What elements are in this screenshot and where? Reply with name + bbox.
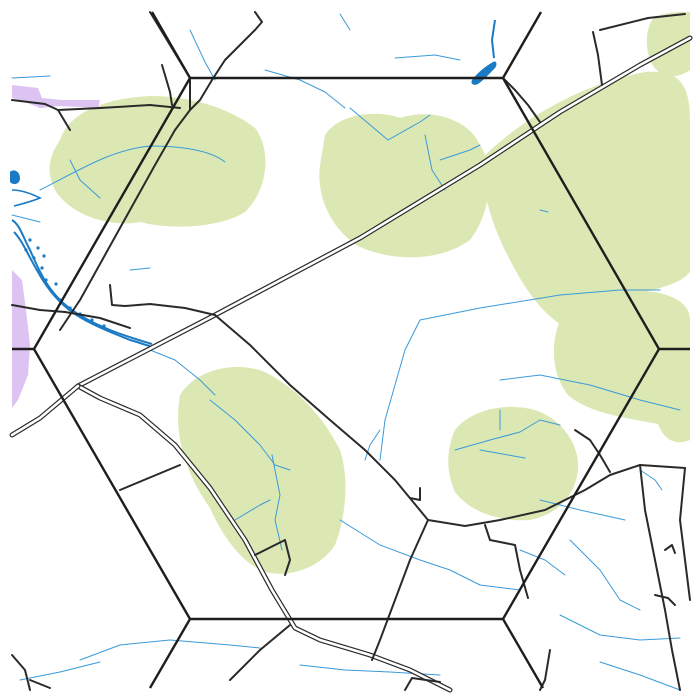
road-north-west xyxy=(59,11,191,331)
road-central xyxy=(214,314,429,521)
stream xyxy=(11,75,51,79)
stream xyxy=(129,267,151,271)
road-east xyxy=(427,464,686,527)
stream xyxy=(569,539,641,611)
forest-layer xyxy=(49,11,690,574)
stream xyxy=(599,661,681,691)
restricted-area-north xyxy=(12,85,100,108)
road-bottom-mid xyxy=(404,677,441,691)
road-southwest-spur xyxy=(119,464,181,491)
stream xyxy=(69,159,101,199)
road-south-west xyxy=(229,624,291,681)
road-north-stem xyxy=(189,11,263,111)
stream xyxy=(79,639,261,661)
stream xyxy=(19,661,101,681)
stream xyxy=(364,429,381,461)
stream xyxy=(539,209,549,213)
stream xyxy=(454,419,561,451)
road-central-spur xyxy=(409,487,421,501)
road-north-branch xyxy=(161,64,173,106)
stream xyxy=(234,499,271,521)
forest-patch-east xyxy=(553,291,690,443)
hex-edge xyxy=(148,618,192,689)
road-northeast-2 xyxy=(592,31,603,86)
stream xyxy=(394,54,461,61)
streams-layer xyxy=(11,13,681,691)
stream xyxy=(264,69,346,109)
forest-patch-northeast-corner xyxy=(646,11,690,77)
road-northeast-1 xyxy=(599,13,686,31)
road-far-east-spur-2 xyxy=(654,594,676,606)
stream xyxy=(499,374,681,411)
stream xyxy=(424,134,446,191)
lake xyxy=(471,61,497,85)
river-channel xyxy=(11,219,153,345)
stream xyxy=(439,144,481,161)
stream xyxy=(189,29,216,81)
river-channel xyxy=(490,19,496,59)
road-bottom-left xyxy=(11,654,31,691)
road-far-east-2 xyxy=(679,467,691,601)
stream xyxy=(349,107,431,141)
stream xyxy=(339,13,351,31)
hex-grid-layer xyxy=(12,11,690,689)
forest-patch-north-center xyxy=(319,113,490,258)
stream xyxy=(479,449,526,459)
road-mid-west xyxy=(11,304,131,329)
road-southwest-fill xyxy=(76,384,452,692)
road-mid-west-2 xyxy=(109,284,216,316)
forest-patch-central-west xyxy=(178,366,346,574)
stream xyxy=(339,519,521,591)
road-east-branch xyxy=(484,524,529,599)
stream xyxy=(519,549,566,576)
road-southwest-spur-2 xyxy=(254,539,291,576)
restricted-area-west xyxy=(12,270,30,408)
hex-edge xyxy=(501,618,545,689)
road-far-east xyxy=(639,464,681,691)
stream xyxy=(149,349,216,396)
hex-edge xyxy=(501,11,543,79)
stream xyxy=(379,319,421,461)
roads-layer xyxy=(9,11,693,693)
forest-patch-northeast-band xyxy=(480,71,690,330)
stream xyxy=(639,469,663,491)
hex-edge xyxy=(150,11,192,79)
road-northeast-3 xyxy=(502,77,541,123)
road-south-central xyxy=(371,519,429,661)
pond xyxy=(10,170,20,185)
stream xyxy=(559,614,681,641)
stream xyxy=(11,214,41,223)
stream xyxy=(539,499,626,521)
stream xyxy=(209,399,291,471)
road-upper-left-2 xyxy=(57,104,181,111)
road-east-hook xyxy=(574,429,611,473)
stream xyxy=(419,289,661,321)
road-west-fill xyxy=(10,384,80,437)
river-channel xyxy=(11,189,42,207)
stream xyxy=(271,454,283,551)
road-far-east-spur xyxy=(664,544,676,554)
river-dots xyxy=(24,238,106,328)
road-bottom-left-2 xyxy=(29,679,51,689)
road-upper-left xyxy=(11,99,71,131)
forest-patch-central-east xyxy=(448,406,579,521)
